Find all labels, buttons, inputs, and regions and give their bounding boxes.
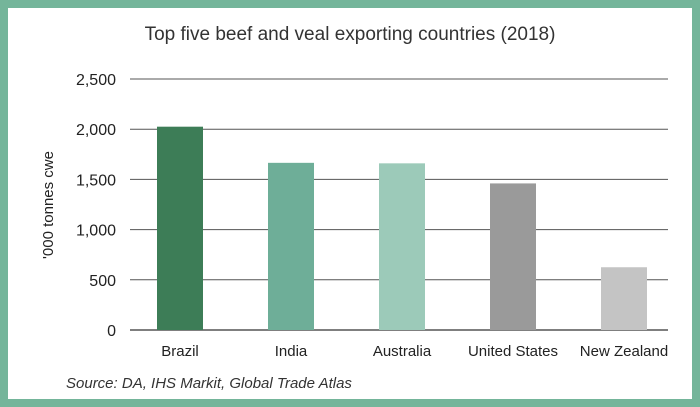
y-tick-label: 1,500 — [76, 172, 116, 189]
y-tick-label: 2,000 — [76, 122, 116, 139]
bar-new-zealand — [601, 267, 647, 330]
x-category-label: India — [275, 343, 308, 360]
y-tick-label: 500 — [89, 273, 116, 290]
y-tick-label: 2,500 — [76, 72, 116, 89]
x-category-label: Australia — [373, 343, 432, 360]
y-tick-label: 1,000 — [76, 223, 116, 240]
bar-brazil — [157, 126, 203, 330]
bar-united-states — [490, 183, 536, 330]
bar-australia — [379, 163, 425, 330]
x-category-label: New Zealand — [580, 343, 668, 360]
chart-title: Top five beef and veal exporting countri… — [144, 24, 556, 45]
x-axis-categories: Brazil India Australia United States New Zea… — [161, 343, 668, 360]
y-axis-ticks: 0 500 1,000 1,500 2,000 2,500 — [76, 72, 116, 340]
y-tick-label: 0 — [107, 323, 116, 340]
bar-india — [268, 162, 314, 330]
x-category-label: Brazil — [161, 343, 199, 360]
y-axis-label: '000 tonnes cwe — [40, 151, 57, 259]
bars — [157, 126, 647, 330]
source-note: Source: DA, IHS Markit, Global Trade Atl… — [66, 375, 352, 392]
x-category-label: United States — [468, 343, 558, 360]
